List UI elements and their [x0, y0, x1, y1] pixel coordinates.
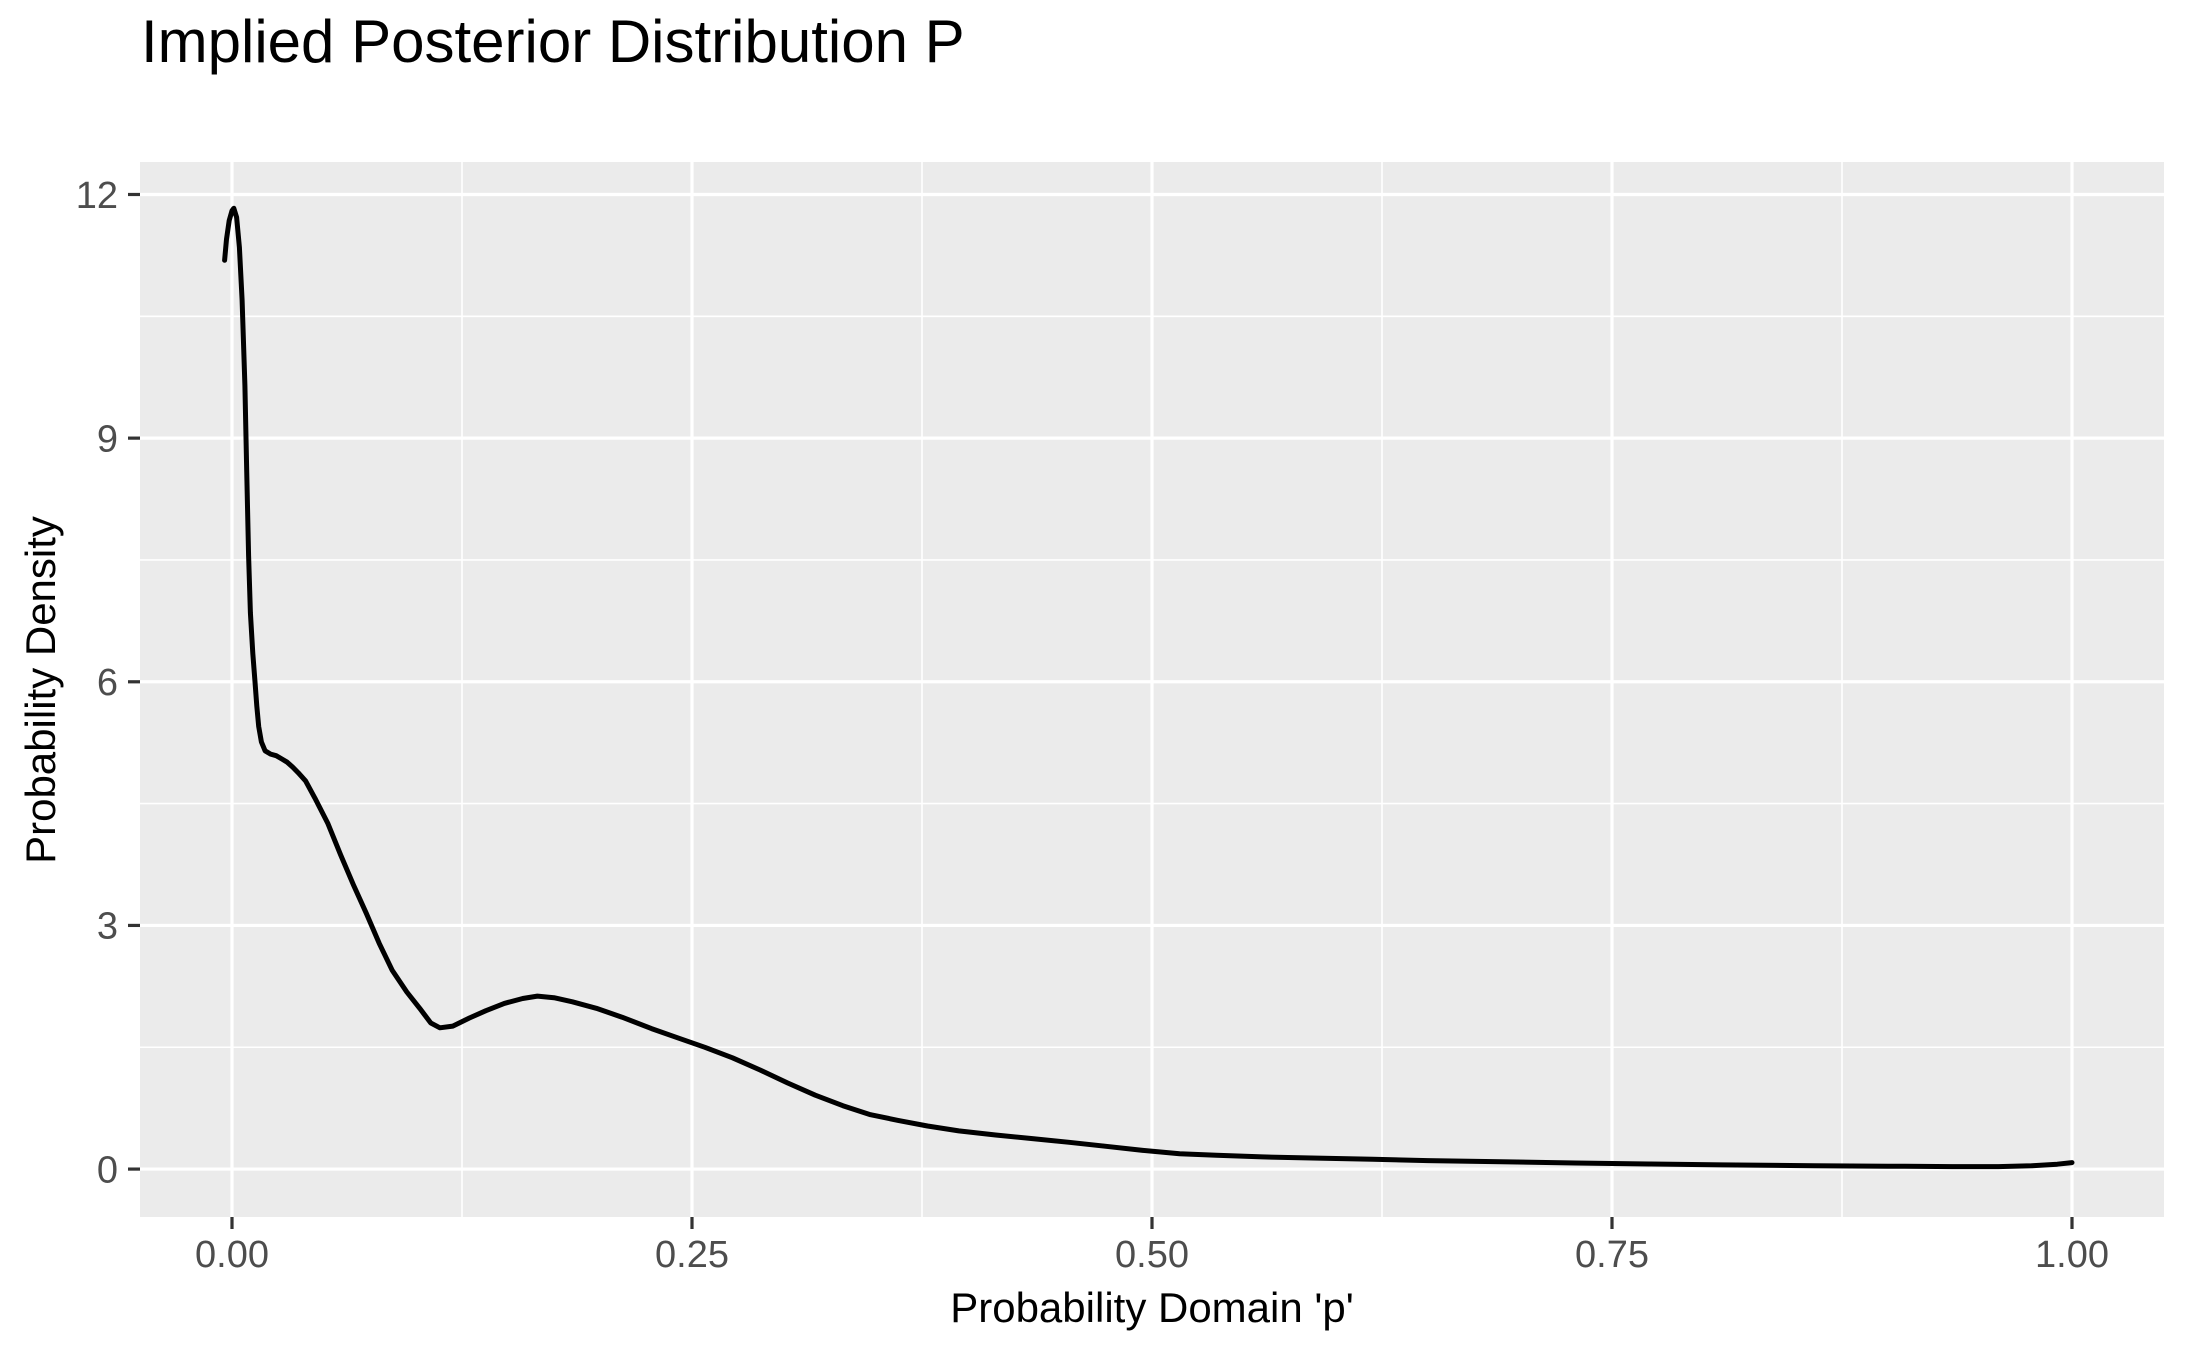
x-tick-label: 0.75	[1575, 1234, 1649, 1276]
x-tick-label: 0.00	[195, 1234, 269, 1276]
y-axis-title: Probability Density	[17, 516, 64, 864]
y-tick-label: 9	[97, 418, 118, 460]
plot-title: Implied Posterior Distribution P	[141, 8, 965, 75]
y-tick-label: 0	[97, 1149, 118, 1191]
x-tick-label: 0.25	[655, 1234, 729, 1276]
x-axis-ticks	[230, 1217, 2074, 1229]
x-axis-title: Probability Domain 'p'	[950, 1284, 1354, 1331]
x-axis-tick-labels: 0.00 0.25 0.50 0.75 1.00	[195, 1234, 2109, 1276]
y-tick-label: 3	[97, 906, 118, 948]
y-axis-ticks	[128, 192, 140, 1171]
x-tick-label: 1.00	[2035, 1234, 2109, 1276]
x-tick-label: 0.50	[1115, 1234, 1189, 1276]
y-axis-tick-labels: 0 3 6 9 12	[76, 175, 118, 1192]
y-tick-label: 12	[76, 175, 118, 217]
density-curve	[222, 205, 2075, 1170]
y-tick-label: 6	[97, 662, 118, 704]
